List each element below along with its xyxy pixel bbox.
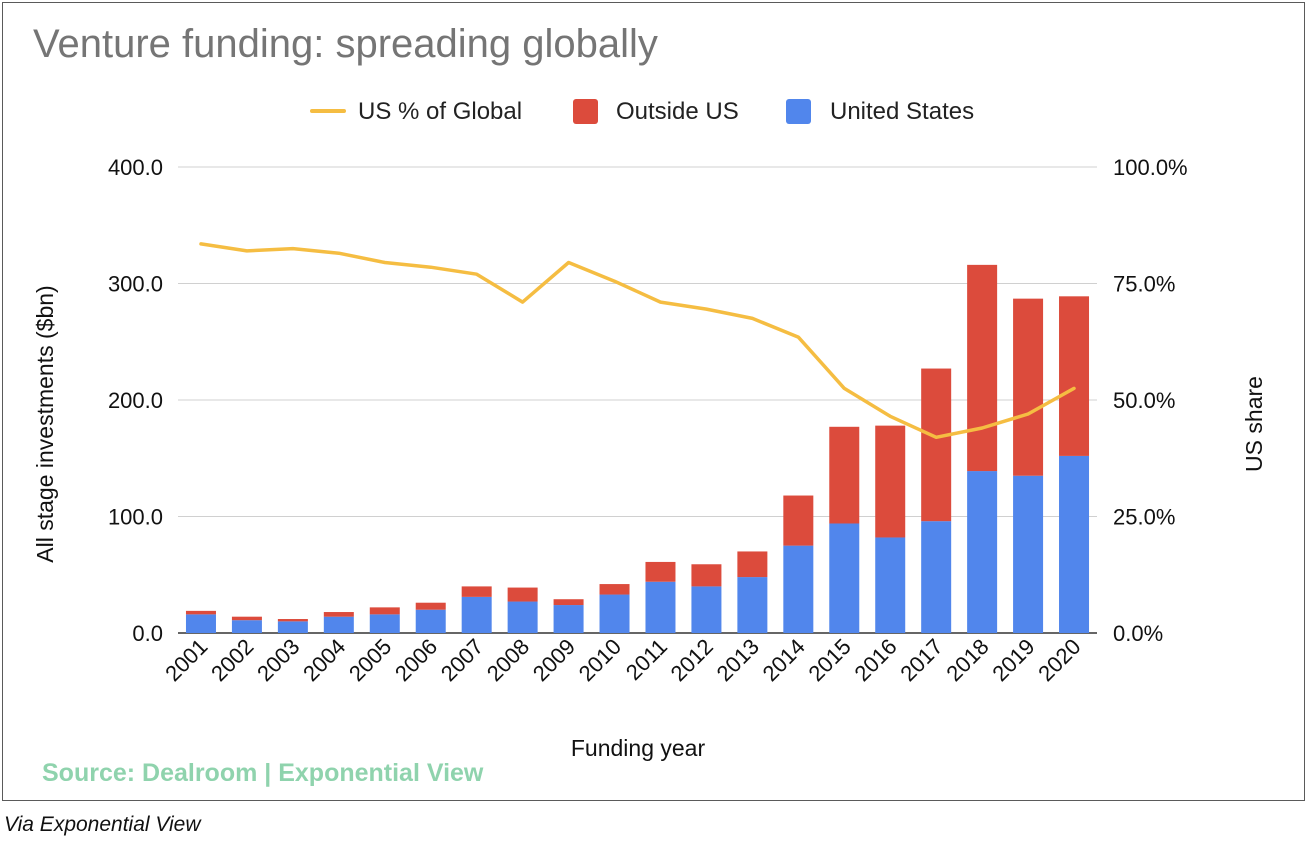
bar-united-states-2001	[185, 614, 216, 633]
y-tick-label: 400.0	[108, 155, 163, 180]
bar-united-states-2003	[277, 621, 308, 633]
bar-united-states-2017	[921, 521, 952, 633]
x-tick-label: 2006	[390, 634, 442, 686]
x-tick-label: 2012	[666, 634, 718, 686]
x-tick-label: 2008	[482, 634, 534, 686]
x-tick-label: 2003	[252, 634, 304, 686]
x-tick-label: 2016	[849, 634, 901, 686]
y-tick-label: 100.0	[108, 505, 163, 530]
x-tick-label: 2018	[941, 634, 993, 686]
y-axis-title: All stage investments ($bn)	[32, 285, 58, 562]
y2-tick-label: 75.0%	[1113, 272, 1175, 297]
bar-outside-us-2002	[231, 616, 262, 621]
bar-united-states-2009	[553, 605, 584, 633]
bar-outside-us-2014	[783, 495, 814, 546]
bar-outside-us-2004	[323, 612, 354, 617]
bar-outside-us-2008	[507, 587, 538, 602]
bar-outside-us-2019	[1013, 298, 1044, 476]
bar-united-states-2006	[415, 609, 446, 633]
bar-united-states-2019	[1013, 475, 1044, 633]
x-tick-label: 2013	[712, 634, 764, 686]
bar-outside-us-2018	[967, 264, 998, 472]
bar-united-states-2008	[507, 601, 538, 633]
x-tick-label: 2010	[574, 634, 626, 686]
legend-label: Outside US	[616, 98, 739, 125]
bar-outside-us-2005	[369, 607, 400, 615]
legend-label: US % of Global	[358, 98, 522, 125]
x-tick-label: 2015	[804, 634, 856, 686]
x-tick-label: 2009	[528, 634, 580, 686]
x-tick-label: 2017	[895, 634, 947, 686]
bar-united-states-2018	[967, 471, 998, 633]
x-axis-title: Funding year	[571, 735, 706, 761]
x-tick-label: 2007	[436, 634, 488, 686]
y2-axis-title: US share	[1241, 376, 1267, 472]
legend-label: United States	[830, 98, 974, 125]
x-tick-label: 2019	[987, 634, 1039, 686]
bar-outside-us-2007	[461, 586, 492, 597]
bar-united-states-2010	[599, 594, 630, 633]
bar-united-states-2002	[231, 620, 262, 633]
bar-outside-us-2016	[875, 425, 906, 538]
caption: Via Exponential View	[4, 813, 201, 836]
bar-outside-us-2012	[691, 564, 722, 587]
bar-united-states-2004	[323, 616, 354, 633]
bar-outside-us-2011	[645, 561, 676, 582]
y2-tick-label: 0.0%	[1113, 621, 1163, 646]
bar-outside-us-2010	[599, 584, 630, 595]
bar-united-states-2007	[461, 596, 492, 633]
bar-outside-us-2006	[415, 602, 446, 610]
x-tick-label: 2014	[758, 634, 810, 686]
bar-united-states-2016	[875, 537, 906, 633]
bar-outside-us-2003	[277, 619, 308, 622]
y-tick-label: 0.0	[132, 621, 163, 646]
legend-swatch-outside-us	[573, 99, 598, 124]
legend-swatch-united-states	[786, 99, 811, 124]
y-tick-label: 200.0	[108, 388, 163, 413]
x-tick-label: 2001	[160, 634, 212, 686]
bar-outside-us-2001	[185, 610, 216, 615]
bar-united-states-2013	[737, 577, 768, 633]
bar-united-states-2020	[1059, 455, 1090, 633]
bar-outside-us-2013	[737, 551, 768, 578]
x-tick-label: 2004	[298, 634, 350, 686]
x-tick-label: 2020	[1033, 634, 1085, 686]
bar-outside-us-2020	[1059, 296, 1090, 456]
bar-united-states-2015	[829, 523, 860, 633]
y2-tick-label: 100.0%	[1113, 155, 1188, 180]
bar-united-states-2012	[691, 586, 722, 633]
y2-tick-label: 25.0%	[1113, 505, 1175, 530]
source-note: Source: Dealroom | Exponential View	[42, 759, 484, 787]
bar-outside-us-2015	[829, 426, 860, 524]
chart-title: Venture funding: spreading globally	[33, 22, 658, 66]
y2-tick-label: 50.0%	[1113, 388, 1175, 413]
x-tick-label: 2005	[344, 634, 396, 686]
bar-united-states-2014	[783, 545, 814, 633]
y-tick-label: 300.0	[108, 272, 163, 297]
bar-united-states-2005	[369, 614, 400, 633]
line-us-percent-of-global	[199, 242, 1076, 440]
bar-united-states-2011	[645, 581, 676, 633]
x-tick-label: 2002	[206, 634, 258, 686]
bar-outside-us-2009	[553, 599, 584, 606]
x-tick-label: 2011	[621, 634, 672, 685]
bar-outside-us-2017	[921, 368, 952, 522]
